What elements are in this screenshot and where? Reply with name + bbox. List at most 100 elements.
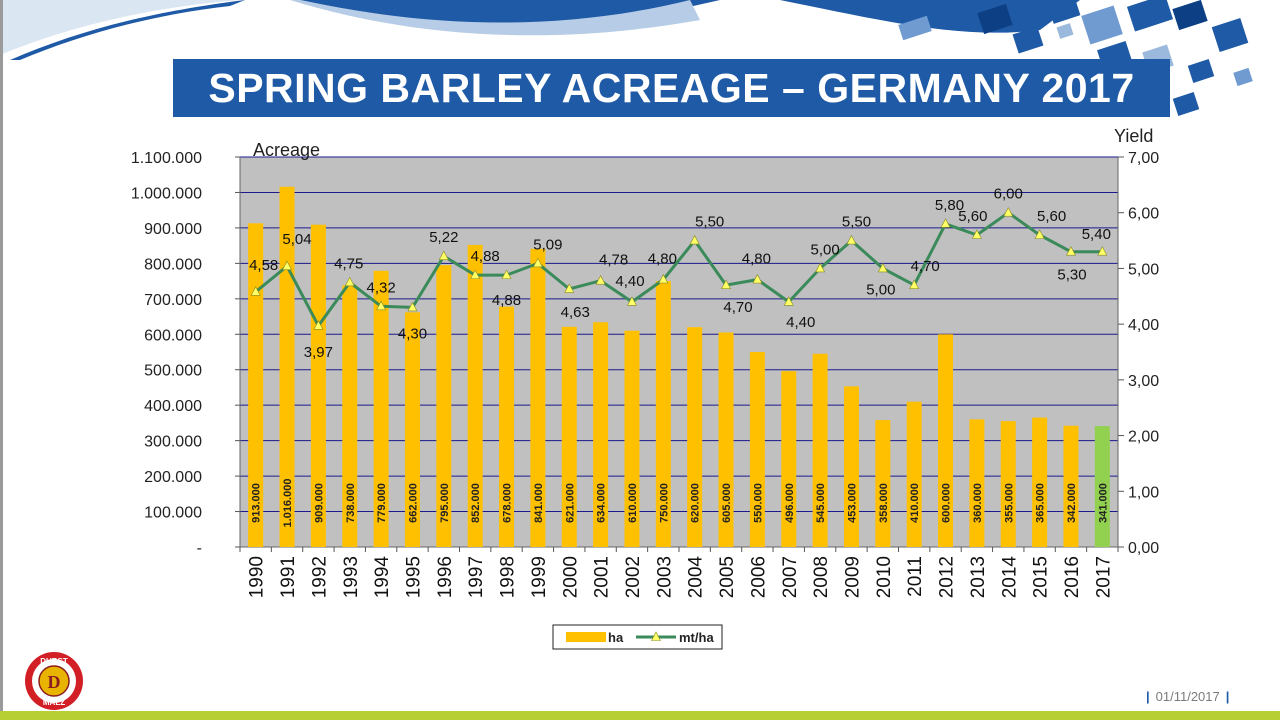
yield-marker-2012	[940, 218, 951, 228]
bar-label-1992: 909.000	[313, 483, 325, 523]
yield-marker-1993	[344, 276, 355, 287]
y-tick-label: 1.100.000	[131, 150, 202, 167]
yield-label-2000: 4,63	[561, 304, 590, 321]
bar-1991	[279, 186, 295, 548]
bar-label-2007: 496.000	[784, 483, 796, 523]
deco-square-3	[1047, 0, 1081, 24]
deco-square-10	[1187, 59, 1215, 83]
bar-label-1999: 841.000	[533, 483, 545, 523]
yield-line	[254, 210, 1103, 329]
yield-label-2010: 5,00	[866, 281, 895, 298]
deco-swoosh-left-stroke	[10, 0, 245, 60]
bar-label-2003: 750.000	[658, 483, 670, 523]
bar-2015	[1032, 417, 1048, 547]
x-tick-label-2004: 2004	[686, 556, 707, 599]
x-tick-label-2013: 2013	[968, 556, 989, 598]
x-tick-label-2008: 2008	[811, 556, 832, 598]
y-tick-label: 700.000	[144, 292, 202, 309]
yield-marker-2010	[877, 262, 888, 273]
bar-2008	[812, 353, 828, 547]
x-tick-label-1995: 1995	[403, 556, 424, 598]
bar-label-1993: 738.000	[345, 483, 357, 523]
bar-1993	[342, 285, 358, 547]
bar-label-2001: 634.000	[596, 483, 608, 523]
y-tick-label: 100.000	[144, 505, 202, 522]
deco-square-0	[933, 0, 975, 24]
x-tick-label-2001: 2001	[592, 556, 613, 598]
logo-center	[38, 665, 70, 697]
bar-2013	[969, 419, 985, 547]
bar-1992	[310, 224, 326, 547]
bar-2000	[561, 326, 577, 547]
yield-label-2007: 4,40	[786, 314, 815, 331]
bar-label-1994: 779.000	[376, 483, 388, 523]
bar-1996	[436, 265, 452, 547]
yield-marker-1992	[313, 320, 324, 330]
bar-label-2000: 621.000	[564, 483, 576, 523]
x-tick-label-1994: 1994	[372, 556, 393, 599]
x-tick-label-1998: 1998	[498, 556, 519, 598]
x-tick-label-2012: 2012	[937, 556, 958, 598]
bar-1995	[404, 312, 420, 547]
bar-label-1996: 795.000	[439, 483, 451, 523]
bar-label-2016: 342.000	[1066, 483, 1078, 523]
bar-label-2012: 600.000	[941, 483, 953, 523]
deco-square-1	[977, 3, 1013, 35]
bar-2010	[875, 420, 891, 547]
yield-marker-1991	[282, 260, 293, 270]
bar-2004	[687, 327, 703, 547]
x-tick-label-1993: 1993	[341, 556, 362, 598]
deco-swoosh-top-light	[290, 0, 700, 36]
yield-marker-1994	[376, 300, 387, 311]
y-tick-label: 400.000	[144, 398, 202, 415]
yield-marker-1999	[532, 257, 543, 268]
yield-label-1999: 5,09	[533, 236, 562, 253]
yield-label-1997: 4,88	[471, 248, 500, 265]
y2-tick-label: 6,00	[1128, 206, 1159, 223]
x-tick-label-1992: 1992	[309, 556, 330, 598]
yield-label-2014: 6,00	[994, 186, 1023, 203]
bar-1994	[373, 270, 389, 547]
deco-square-5	[1126, 0, 1174, 32]
bar-label-2002: 610.000	[627, 483, 639, 523]
deco-square-9	[1211, 18, 1249, 52]
deco-square-14	[898, 15, 932, 41]
bar-2017	[1094, 426, 1110, 547]
legend: ha mt/ha	[552, 624, 723, 650]
bar-2005	[718, 332, 734, 547]
yield-label-2004: 5,50	[695, 214, 724, 231]
x-tick-label-2000: 2000	[560, 556, 581, 598]
yield-label-2013: 5,60	[958, 208, 987, 225]
footer-separator-left: |	[1146, 689, 1150, 704]
yield-marker-2008	[815, 262, 826, 273]
bar-2012	[938, 334, 954, 547]
yield-label-1998: 4,88	[492, 292, 521, 309]
yield-label-2001: 4,78	[599, 252, 628, 269]
x-tick-label-2003: 2003	[654, 556, 675, 598]
x-tick-label-2014: 2014	[999, 556, 1020, 599]
yield-marker-2002	[626, 296, 637, 306]
yield-label-2008: 5,00	[811, 241, 840, 258]
footer-separator-right: |	[1225, 689, 1230, 704]
bar-2016	[1063, 425, 1079, 547]
x-tick-label-1996: 1996	[435, 556, 456, 598]
slide-title: SPRING BARLEY ACREAGE – GERMANY 2017	[173, 59, 1170, 117]
left-rule	[0, 0, 3, 720]
yield-marker-2014	[1003, 207, 1014, 217]
y2-tick-label: 0,00	[1128, 540, 1159, 557]
bar-label-1991: 1.016.000	[282, 479, 294, 528]
yield-marker-2013	[971, 229, 982, 239]
bar-label-2005: 605.000	[721, 483, 733, 523]
y2-tick-label: 2,00	[1128, 429, 1159, 446]
x-tick-label-2010: 2010	[874, 556, 895, 598]
y-tick-label: 800.000	[144, 256, 202, 273]
x-tick-label-1997: 1997	[466, 556, 487, 598]
bar-label-2009: 453.000	[846, 483, 858, 523]
y-tick-label: 200.000	[144, 469, 202, 486]
x-tick-label-1999: 1999	[529, 556, 550, 598]
header-decoration	[0, 0, 1253, 116]
deco-square-2	[1012, 26, 1044, 54]
yield-label-2015: 5,60	[1037, 208, 1066, 225]
bar-label-1998: 678.000	[502, 483, 514, 523]
y-tick-label: 500.000	[144, 363, 202, 380]
